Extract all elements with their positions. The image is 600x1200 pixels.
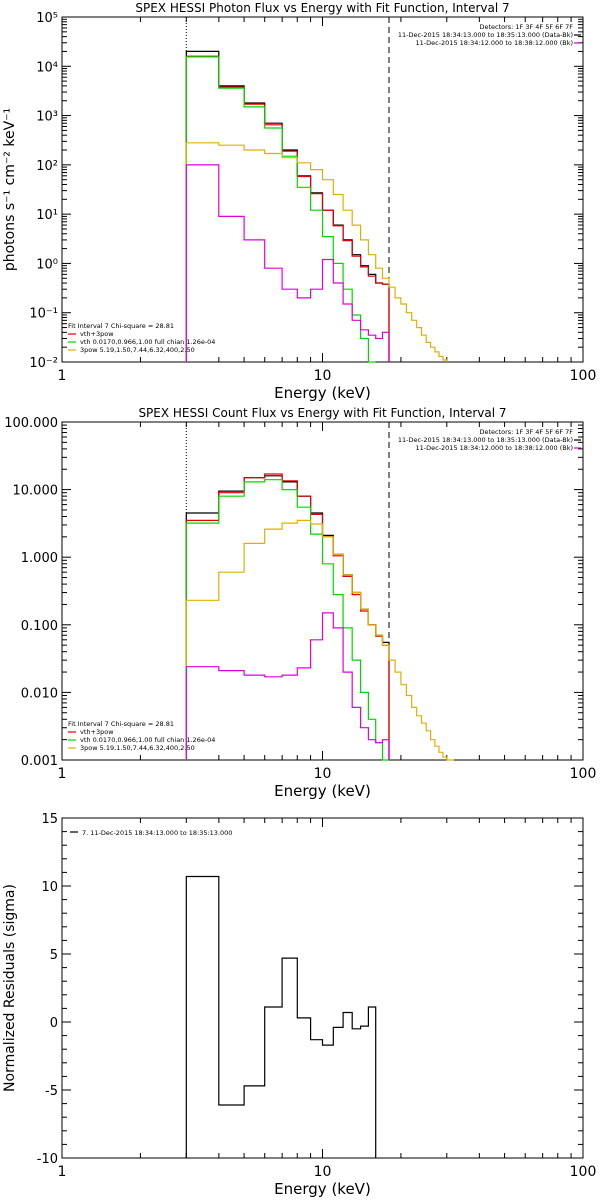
legend-text: Detectors: 1F 3F 4F 5F 6F 7F	[479, 428, 573, 436]
x-tick-label: 10	[314, 1164, 332, 1180]
series-3pow	[185, 142, 448, 362]
y-tick-label: 0.100	[21, 619, 58, 634]
legend-bottom-left: Fit Interval 7 Chi-square = 28.81vth+3po…	[68, 322, 215, 354]
legend-text: 3pow 5.19,1.50,7.44,6.32,400,2.50	[80, 744, 195, 752]
y-tick-label: 1.000	[21, 551, 58, 566]
legend-title: Fit Interval 7 Chi-square = 28.81	[68, 720, 174, 728]
plot-frame	[61, 421, 584, 761]
series-vth	[185, 479, 389, 761]
y-axis-label: photons s⁻¹ cm⁻² keV⁻¹	[2, 108, 18, 271]
y-tick-label: 0.010	[21, 686, 58, 701]
y-tick-label: 15	[41, 812, 58, 827]
series-3pow-component	[185, 164, 390, 362]
legend-title: Fit Interval 7 Chi-square = 28.81	[68, 322, 174, 330]
chart-panel-1: SPEX HESSI Photon Flux vs Energy with Fi…	[2, 1, 596, 402]
legend-text: vth+3pow	[80, 728, 114, 736]
legend-text: Detectors: 1F 3F 4F 5F 6F 7F	[479, 23, 573, 31]
y-tick-label: 10⁵	[36, 11, 58, 26]
x-axis-label: Energy (keV)	[274, 1180, 371, 1198]
series-vth-3pow	[185, 55, 390, 362]
y-tick-label: 10.000	[13, 484, 59, 499]
x-tick-label: 100	[570, 766, 597, 782]
y-tick-label: 0	[50, 1016, 58, 1031]
x-tick-label: 10	[314, 368, 332, 384]
x-tick-label: 100	[570, 1164, 597, 1180]
x-tick-label: 1	[58, 1164, 67, 1180]
y-tick-label: 5	[50, 948, 58, 963]
legend-text: vth 0.0170,0.966,1.00 full chian 1.26e-0…	[80, 338, 215, 346]
legend-text: 11-Dec-2015 18:34:12.000 to 18:38:12.000…	[416, 444, 574, 452]
x-tick-label: 100	[570, 368, 597, 384]
x-axis-label: Energy (keV)	[274, 384, 371, 402]
legend-text: 11-Dec-2015 18:34:12.000 to 18:38:12.000…	[416, 39, 574, 47]
legend-top-right: Detectors: 1F 3F 4F 5F 6F 7F11-Dec-2015 …	[398, 428, 581, 452]
legend-top-left: 7. 11-Dec-2015 18:34:13.000 to 18:35:13.…	[70, 829, 232, 837]
legend-text: 11-Dec-2015 18:34:13.000 to 18:35:13.000…	[398, 31, 573, 39]
chart-panel-3: 1 10 100 Energy (keV) -10 -5 0 5 10 15 Normalized …	[2, 812, 596, 1198]
chart-title: SPEX HESSI Count Flux vs Energy with Fit…	[138, 406, 506, 420]
x-axis-label: Energy (keV)	[274, 782, 371, 800]
y-tick-label: 10⁰	[36, 257, 58, 272]
y-tick-label: 10²	[36, 159, 58, 174]
chart-panel-2: SPEX HESSI Count Flux vs Energy with Fit…	[4, 406, 596, 800]
y-tick-label: -10	[37, 1152, 58, 1167]
legend-text: vth 0.0170,0.966,1.00 full chian 1.26e-0…	[80, 736, 215, 744]
y-tick-label: 10⁻¹	[29, 307, 58, 322]
x-tick-label: 1	[58, 368, 67, 384]
legend-text: 11-Dec-2015 18:34:13.000 to 18:35:13.000…	[398, 436, 573, 444]
y-tick-label: 10	[41, 880, 58, 895]
chart-title: SPEX HESSI Photon Flux vs Energy with Fi…	[135, 1, 509, 15]
plot-frame	[61, 16, 584, 363]
y-axis-label: Normalized Residuals (sigma)	[2, 884, 18, 1092]
series-3pow	[185, 519, 455, 761]
series-3pow-component	[185, 612, 390, 760]
y-tick-label: 10⁴	[36, 60, 58, 75]
series-vth-3pow	[185, 473, 390, 760]
legend-text: 3pow 5.19,1.50,7.44,6.32,400,2.50	[80, 346, 195, 354]
series-residuals	[185, 875, 377, 1158]
legend-text: 7. 11-Dec-2015 18:34:13.000 to 18:35:13.…	[82, 829, 232, 837]
y-tick-label: 10⁻²	[29, 356, 58, 371]
y-tick-label: 10¹	[36, 208, 58, 223]
x-tick-label: 1	[58, 766, 67, 782]
series-vth	[185, 56, 376, 363]
legend-text: vth+3pow	[80, 330, 114, 338]
x-tick-label: 10	[314, 766, 332, 782]
legend-top-right: Detectors: 1F 3F 4F 5F 6F 7F11-Dec-2015 …	[398, 23, 581, 47]
y-tick-label: 10³	[36, 110, 58, 125]
legend-bottom-left: Fit Interval 7 Chi-square = 28.81vth+3po…	[68, 720, 215, 752]
y-tick-label: 100.000	[4, 416, 58, 431]
y-tick-label: -5	[45, 1084, 58, 1099]
series-data-bk	[185, 475, 390, 760]
y-tick-label: 0.001	[21, 754, 58, 769]
plot-frame	[61, 817, 584, 1159]
